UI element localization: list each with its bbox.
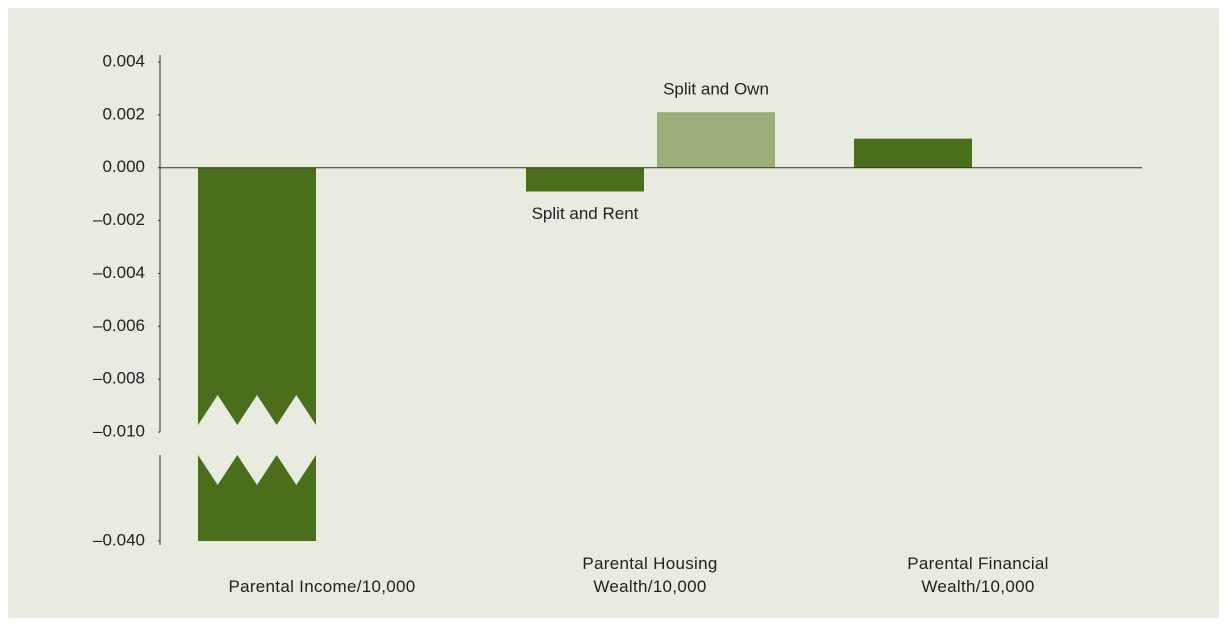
series-label: Split and Rent	[532, 204, 639, 223]
y-tick-label: 0.002	[102, 104, 145, 123]
x-tick-label: Parental Income/10,000	[228, 577, 416, 596]
bar	[198, 167, 316, 425]
break-notch	[276, 455, 316, 485]
y-tick-label: –0.008	[93, 369, 145, 388]
break-notch	[237, 455, 277, 485]
break-notch	[198, 455, 238, 485]
y-tick-label: –0.010	[93, 421, 145, 440]
bar	[657, 112, 775, 168]
break-notch	[276, 395, 316, 425]
x-tick-label: Parental Housing Wealth/10,000	[582, 554, 718, 596]
y-tick-label: 0.004	[102, 51, 145, 70]
x-tick-label: Parental Financial Wealth/10,000	[907, 554, 1049, 596]
y-tick-label: –0.002	[93, 210, 145, 229]
y-tick-label: –0.040	[93, 530, 145, 549]
bar	[854, 138, 972, 168]
y-tick-label: –0.004	[93, 263, 145, 282]
break-notch	[198, 395, 238, 425]
bar	[526, 167, 644, 192]
y-tick-label: –0.006	[93, 316, 145, 335]
y-tick-label: 0.000	[102, 157, 145, 176]
break-notch	[237, 395, 277, 425]
series-label: Split and Own	[663, 80, 769, 99]
